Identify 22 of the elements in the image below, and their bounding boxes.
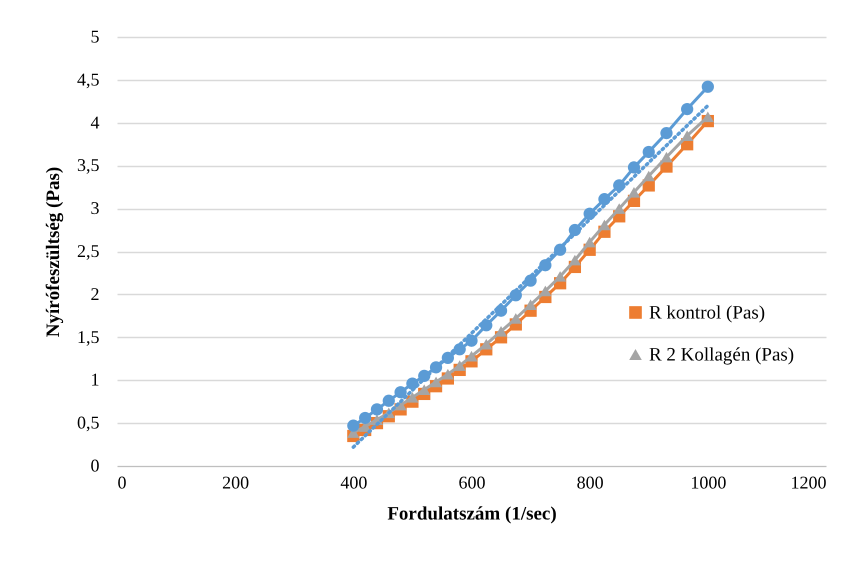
x-tick-label: 800: [576, 472, 604, 492]
x-tick-label: 0: [118, 472, 126, 492]
y-tick-label: 1: [90, 370, 100, 390]
y-tick-label: 4,5: [77, 69, 100, 90]
y-tick-label: 1,5: [77, 326, 100, 347]
y-tick-label: 4: [90, 112, 100, 132]
x-axis-title: Fordulatszám (1/sec): [387, 504, 557, 524]
x-tick-label: 600: [458, 472, 486, 492]
y-tick-label: 0,5: [77, 412, 100, 433]
y-tick-label: 5: [90, 26, 100, 46]
y-tick-label: 3,5: [77, 155, 100, 176]
y-tick-label: 3: [90, 198, 100, 218]
x-tick-label: 1200: [790, 472, 826, 492]
y-tick-label: 0: [90, 456, 100, 476]
legend-label: R 2 Kollagén (Pas): [649, 344, 794, 366]
y-axis-title: Nyírófeszültség (Pas): [43, 166, 64, 338]
x-tick-label: 200: [222, 472, 250, 492]
y-tick-label: 2,5: [77, 241, 100, 261]
legend-label: R kontrol (Pas): [649, 302, 766, 324]
x-tick-label: 1000: [690, 472, 726, 492]
x-tick-label: 400: [340, 472, 368, 492]
y-tick-label: 2: [90, 284, 100, 304]
